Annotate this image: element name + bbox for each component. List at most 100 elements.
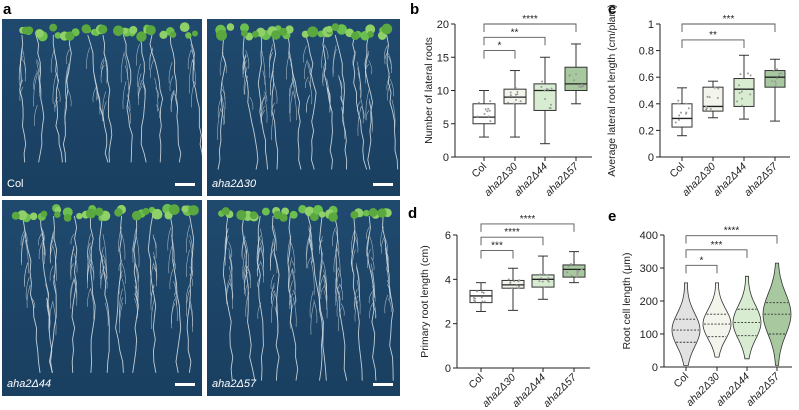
photo-aha2d30: aha2Δ30: [207, 19, 400, 196]
y-tick-label: 5: [443, 119, 449, 131]
lateral-root: [191, 81, 195, 108]
lateral-root: [310, 260, 315, 296]
lateral-root: [171, 299, 175, 329]
lateral-root: [24, 239, 29, 274]
lateral-root: [90, 289, 95, 320]
lateral-root: [289, 303, 294, 329]
lateral-root: [354, 229, 358, 246]
data-point: [706, 95, 709, 98]
lateral-root: [56, 85, 61, 102]
lateral-root: [307, 63, 312, 88]
lateral-root: [333, 249, 338, 273]
lateral-root: [354, 295, 359, 311]
leaf: [85, 208, 96, 219]
lateral-root: [152, 237, 157, 249]
data-point: [547, 277, 550, 280]
lateral-root: [167, 227, 172, 251]
lateral-root: [365, 109, 370, 121]
data-point: [578, 85, 581, 88]
lateral-root: [103, 52, 108, 84]
lateral-root: [132, 240, 137, 252]
lateral-root: [103, 259, 108, 279]
data-point: [573, 79, 576, 82]
data-point: [774, 80, 777, 83]
leaf: [94, 207, 104, 217]
lateral-root: [54, 100, 59, 112]
lateral-root: [340, 95, 344, 111]
lateral-root: [67, 89, 72, 107]
lateral-root: [309, 291, 314, 318]
leaf: [142, 207, 150, 215]
primary-root: [257, 34, 269, 170]
y-axis-label: Root cell length (μm): [621, 252, 633, 349]
lateral-root: [36, 58, 40, 73]
lateral-root: [340, 106, 345, 140]
lateral-root: [122, 279, 126, 305]
genotype-label: aha2Δ30: [212, 178, 257, 190]
data-point: [566, 271, 569, 274]
lateral-root: [366, 232, 371, 257]
leaf: [35, 29, 44, 38]
lateral-root: [365, 53, 369, 77]
significance-bracket: [685, 235, 778, 244]
y-tick-label: 20: [437, 19, 449, 31]
leaf: [271, 30, 281, 40]
lateral-root: [100, 266, 105, 289]
x-tick-label: Col: [469, 161, 489, 181]
leaf: [191, 30, 198, 37]
lateral-root: [261, 105, 265, 122]
significance-label: ***: [711, 240, 723, 251]
box: [564, 66, 588, 91]
lateral-root: [156, 104, 160, 119]
lateral-root: [221, 88, 226, 100]
lateral-root: [245, 50, 250, 69]
y-tick-label: 0.4: [639, 99, 654, 111]
lateral-root: [357, 100, 361, 112]
data-point: [514, 93, 517, 96]
photo-aha2d57: aha2Δ57: [207, 200, 400, 396]
data-point: [472, 297, 475, 300]
lateral-root: [273, 82, 278, 104]
lateral-root: [384, 294, 389, 314]
leaf: [368, 208, 378, 217]
data-point: [575, 275, 578, 278]
lateral-root: [23, 228, 28, 243]
data-point: [774, 82, 777, 85]
lateral-root: [353, 288, 358, 307]
lateral-root: [70, 280, 74, 309]
data-point: [568, 75, 571, 78]
lateral-root: [118, 226, 122, 253]
lateral-root: [245, 239, 249, 268]
leaf: [65, 31, 75, 41]
lateral-root: [263, 94, 268, 123]
genotype-label: Col: [7, 178, 24, 190]
lateral-root: [220, 108, 225, 125]
lateral-root: [270, 242, 274, 270]
lateral-root: [260, 97, 265, 111]
lateral-root: [38, 242, 43, 260]
y-tick-label: 0: [648, 152, 654, 164]
y-axis-label: Primary root length (cm): [419, 245, 431, 358]
lateral-root: [368, 60, 373, 75]
leaf: [145, 25, 156, 36]
lateral-root: [26, 284, 31, 308]
lateral-root: [351, 249, 356, 272]
lateral-root: [292, 289, 297, 303]
lateral-root: [154, 77, 159, 112]
data-point: [511, 286, 514, 289]
lateral-root: [242, 249, 247, 280]
data-point: [519, 100, 522, 103]
lateral-root: [291, 267, 296, 291]
leaf: [29, 212, 38, 221]
lateral-root: [24, 262, 29, 285]
leaf: [49, 23, 58, 32]
lateral-root: [387, 298, 392, 312]
lateral-root: [307, 61, 311, 75]
lateral-root: [340, 303, 345, 316]
primary-root: [217, 34, 226, 170]
data-point: [774, 84, 777, 87]
data-point: [708, 96, 711, 99]
primary-root: [364, 34, 373, 170]
lateral-root: [354, 300, 359, 322]
lateral-root: [242, 55, 247, 70]
